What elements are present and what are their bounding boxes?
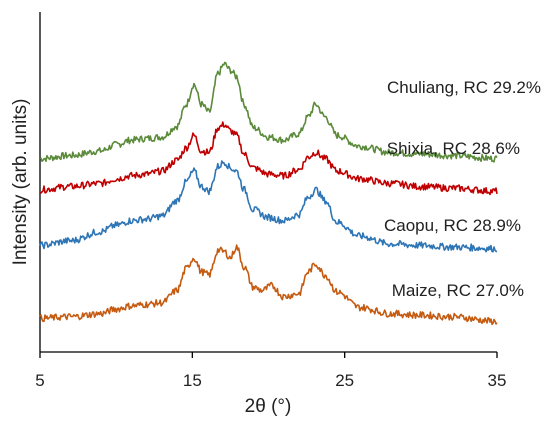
axes xyxy=(39,12,497,353)
x-tick-label: 25 xyxy=(335,371,354,390)
x-ticks: 5 15 25 35 xyxy=(35,352,506,390)
series-line-3 xyxy=(39,160,498,253)
x-tick-label: 15 xyxy=(183,371,202,390)
x-tick-label: 35 xyxy=(488,371,507,390)
series-label-3: Caopu, RC 28.9% xyxy=(384,216,521,235)
series-line-4 xyxy=(39,244,498,326)
series-labels: Chuliang, RC 29.2% Shixia, RC 28.6% Caopu,… xyxy=(384,78,541,300)
series-group xyxy=(39,61,498,326)
series-label-2: Shixia, RC 28.6% xyxy=(387,139,520,158)
series-line-1 xyxy=(39,61,498,163)
series-label-4: Maize, RC 27.0% xyxy=(392,281,524,300)
y-axis-title: Intensity (arb. units) xyxy=(10,99,31,266)
series-label-1: Chuliang, RC 29.2% xyxy=(387,78,541,97)
x-tick-label: 5 xyxy=(35,371,44,390)
series-line-2 xyxy=(39,121,498,196)
x-axis-title: 2θ (°) xyxy=(245,396,292,417)
